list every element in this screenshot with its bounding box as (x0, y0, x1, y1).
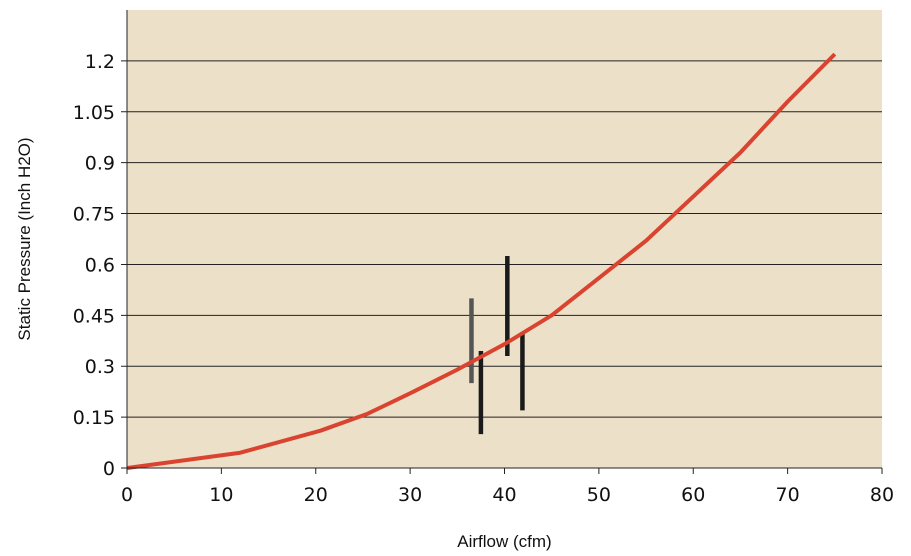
x-tick-label: 30 (398, 484, 422, 506)
y-tick-label: 0.75 (73, 204, 115, 226)
series-line (126, 52, 837, 470)
x-tick-label: 80 (870, 484, 894, 506)
y-tick-label: 0.45 (73, 305, 115, 327)
y-axis-title: Static Pressure (Inch H2O) (15, 137, 34, 340)
x-tick-label: 0 (121, 484, 133, 506)
plot-background (127, 10, 882, 468)
vertical-bars (469, 255, 525, 435)
gridlines (121, 60, 882, 418)
y-tick-label: 0.3 (85, 356, 115, 378)
x-tick-label: 40 (492, 484, 516, 506)
y-tick-label: 1.2 (85, 51, 115, 73)
y-tick-label: 0.15 (73, 407, 115, 429)
x-tick-label: 10 (209, 484, 233, 506)
x-tick-labels: 0 10 20 30 40 50 60 70 80 (121, 484, 894, 506)
y-tick-label: 1.05 (73, 102, 115, 124)
x-tick-label: 20 (304, 484, 328, 506)
y-tick-label: 0.6 (85, 254, 115, 276)
series-line-group (126, 52, 837, 470)
y-tick-label: 0.9 (85, 153, 115, 175)
x-axis-title: Airflow (cfm) (457, 532, 551, 551)
x-tick-label: 70 (776, 484, 800, 506)
x-tick-label: 60 (681, 484, 705, 506)
y-tick-labels: 0 0.15 0.3 0.45 0.6 0.75 0.9 1.05 1.2 (73, 51, 115, 480)
y-tick-label: 0 (103, 458, 115, 480)
axes (121, 10, 883, 474)
x-tick-label: 50 (587, 484, 611, 506)
